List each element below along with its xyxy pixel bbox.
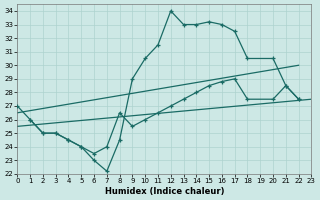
X-axis label: Humidex (Indice chaleur): Humidex (Indice chaleur)	[105, 187, 224, 196]
